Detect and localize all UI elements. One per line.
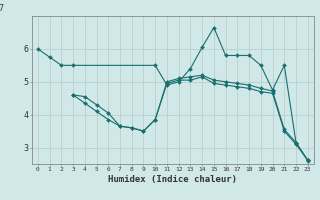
Text: 7: 7: [0, 4, 4, 13]
X-axis label: Humidex (Indice chaleur): Humidex (Indice chaleur): [108, 175, 237, 184]
